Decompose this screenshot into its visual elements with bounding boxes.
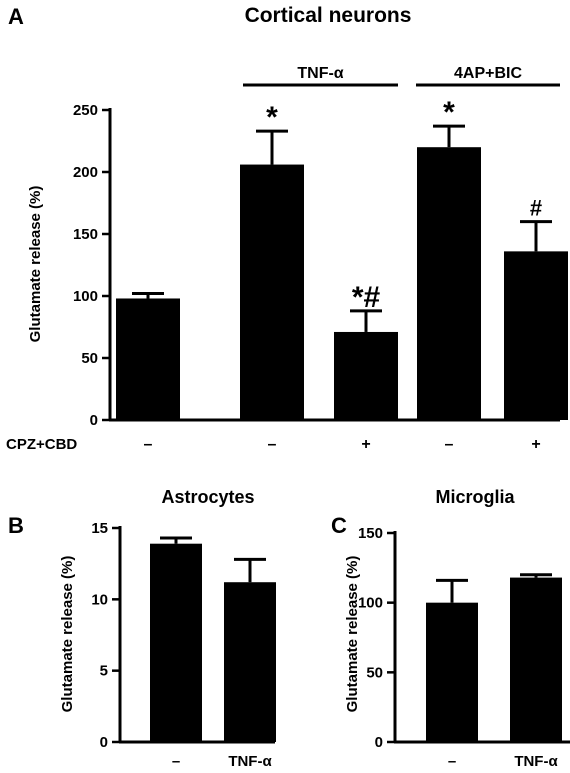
- panel-a-category-label: –: [144, 436, 153, 453]
- panel-a-y-tick-label: 150: [73, 226, 98, 243]
- panel-a-significance-label: #: [530, 196, 542, 221]
- panel-a-category-label: +: [531, 436, 540, 453]
- panel-a-group-label: TNF-α: [297, 65, 343, 82]
- panel-a-row-label: CPZ+CBD: [6, 436, 77, 453]
- panel-b-y-tick-label: 15: [91, 520, 108, 537]
- panel-a-y-tick-label: 250: [73, 102, 98, 119]
- panel-a-bar: [504, 251, 568, 420]
- panel-c-y-tick-label: 100: [358, 595, 383, 612]
- panel-a-category-label: –: [445, 436, 454, 453]
- panel-b-category-label: –: [172, 753, 180, 770]
- panel-a-bar: [240, 164, 304, 420]
- panel-c: C Microglia Glutamate release (%) 0 50 100…: [331, 487, 570, 770]
- panel-a-y-tick-label: 0: [90, 412, 98, 429]
- panel-a-significance-label: *: [443, 96, 455, 129]
- panel-a-group-label: 4AP+BIC: [454, 65, 522, 82]
- panel-a-bar: [116, 298, 180, 420]
- panel-a-bar: [334, 331, 398, 420]
- panel-b: B Astrocytes Glutamate release (%) 0 5 10 1…: [8, 487, 276, 770]
- panel-a-bar: [417, 147, 481, 420]
- panel-b-category-label: TNF-α: [228, 753, 272, 770]
- panel-a-y-axis-label: Glutamate release (%): [27, 186, 44, 343]
- panel-c-bar: [510, 577, 562, 742]
- panel-a-category-label: –: [268, 436, 277, 453]
- panel-b-y-tick-label: 5: [100, 663, 108, 680]
- panel-b-bar: [224, 582, 276, 742]
- panel-a-title: Cortical neurons: [245, 4, 412, 27]
- panel-a: A Cortical neurons Glutamate release (%)…: [6, 4, 568, 453]
- panel-b-y-tick-label: 10: [91, 591, 108, 608]
- panel-b-letter: B: [8, 513, 24, 538]
- panel-a-significance-label: *#: [352, 281, 381, 314]
- panel-b-bar: [150, 543, 202, 742]
- panel-a-y-tick-label: 50: [81, 350, 98, 367]
- panel-b-title: Astrocytes: [161, 487, 254, 507]
- panel-c-y-tick-label: 50: [366, 664, 383, 681]
- panel-b-y-tick-label: 0: [100, 734, 108, 751]
- panel-c-y-tick-label: 150: [358, 525, 383, 542]
- panel-c-category-label: TNF-α: [514, 753, 558, 770]
- panel-c-y-axis-label: Glutamate release (%): [344, 556, 361, 713]
- panel-a-y-tick-label: 200: [73, 164, 98, 181]
- panel-a-letter: A: [8, 4, 24, 29]
- panel-b-y-axis-label: Glutamate release (%): [59, 556, 76, 713]
- panel-c-letter: C: [331, 513, 347, 538]
- panel-a-significance-label: *: [266, 101, 278, 134]
- panel-a-y-tick-label: 100: [73, 288, 98, 305]
- panel-c-category-label: –: [448, 753, 456, 770]
- panel-c-y-tick-label: 0: [375, 734, 383, 751]
- panel-c-bar: [426, 602, 478, 742]
- panel-c-title: Microglia: [435, 487, 515, 507]
- panel-a-category-label: +: [361, 436, 370, 453]
